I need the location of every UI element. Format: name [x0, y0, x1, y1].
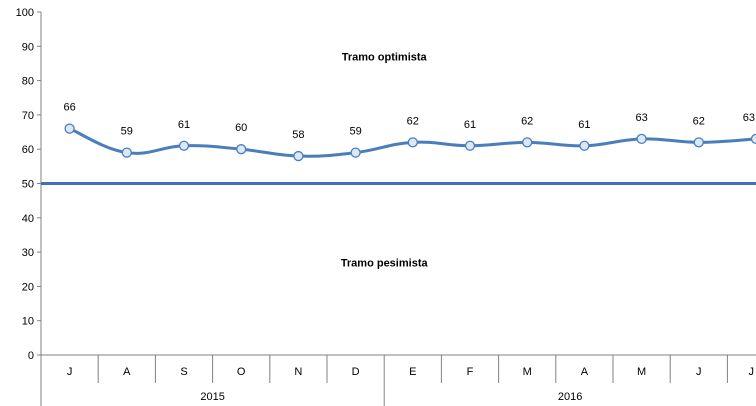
x-tick-label: A [123, 366, 131, 378]
x-axis: J A S O N D E F M A M J J 2015 2016 [40, 354, 756, 406]
x-tick-label: J [696, 366, 702, 378]
y-tick-label: 100 [16, 7, 34, 19]
x-tick-label: N [294, 366, 302, 378]
y-axis: 0 10 20 30 40 50 60 70 80 90 100 [16, 7, 42, 362]
x-tick-label: F [467, 366, 474, 378]
y-tick-label: 60 [22, 144, 34, 156]
data-label: 61 [178, 119, 190, 131]
data-label: 62 [693, 115, 705, 127]
data-label: 61 [578, 119, 590, 131]
data-point [178, 140, 190, 151]
y-tick-label: 10 [22, 316, 34, 328]
y-tick-label: 40 [22, 213, 34, 225]
data-point [407, 137, 418, 148]
data-label: 66 [63, 102, 75, 114]
data-point [121, 147, 132, 158]
data-point [693, 137, 704, 148]
data-point [464, 140, 476, 151]
x-tick-label: S [180, 366, 187, 378]
y-tick-label: 50 [22, 179, 34, 191]
data-point [350, 147, 361, 158]
data-label: 61 [464, 119, 476, 131]
data-label: 58 [292, 129, 304, 141]
x-tick-label: J [67, 366, 73, 378]
y-tick-label: 80 [22, 76, 34, 88]
data-label: 59 [349, 126, 361, 138]
annotation-label: Tramo optimista [342, 52, 428, 64]
data-label: 63 [743, 112, 755, 124]
data-label: 59 [121, 126, 133, 138]
x-tick-label: A [581, 366, 589, 378]
data-point [293, 150, 304, 162]
annotation-label: Tramo pesimista [341, 257, 429, 269]
y-tick-label: 70 [22, 110, 34, 122]
data-point [636, 133, 647, 145]
y-tick-label: 90 [22, 41, 34, 53]
chart-annotations: Tramo optimista Tramo pesimista [41, 52, 756, 269]
x-tick-label: M [637, 366, 646, 378]
y-tick-label: 0 [28, 350, 34, 362]
data-label: 62 [407, 115, 419, 127]
y-tick-label: 20 [22, 281, 34, 293]
data-label: 63 [635, 112, 647, 124]
x-tick-label: E [409, 366, 416, 378]
y-tick-label: 30 [22, 247, 34, 259]
x-tick-label: J [749, 366, 755, 378]
data-label: 60 [235, 122, 247, 134]
series-layer: 66 59 61 60 58 59 62 61 62 61 63 62 63 [63, 102, 756, 162]
data-point [522, 137, 533, 148]
group-label: 2016 [558, 391, 582, 403]
data-point [64, 123, 75, 134]
x-tick-label: M [523, 366, 532, 378]
x-tick-label: D [352, 366, 360, 378]
data-point [750, 133, 756, 145]
group-label: 2015 [200, 391, 224, 403]
x-tick-label: O [237, 366, 246, 378]
data-point [236, 144, 247, 155]
data-point [579, 140, 590, 151]
data-label: 62 [521, 115, 533, 127]
